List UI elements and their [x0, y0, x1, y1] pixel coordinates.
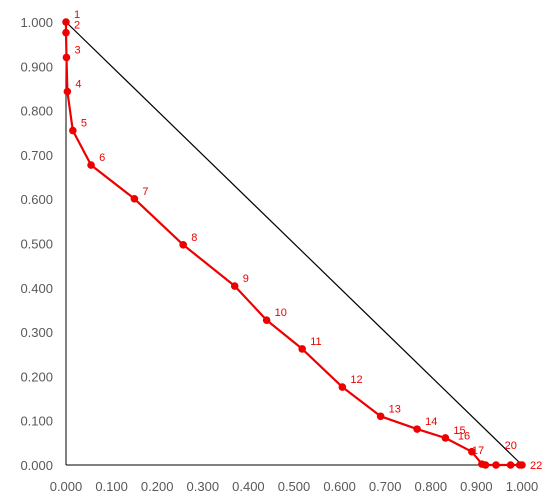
x-tick-label: 0.600: [323, 479, 356, 494]
data-point: [262, 316, 271, 324]
y-tick-label: 0.500: [20, 237, 53, 252]
data-point: [518, 461, 526, 469]
data-point: [179, 241, 187, 249]
point-label: 16: [458, 431, 470, 443]
data-point: [63, 87, 72, 96]
series-layer: [62, 18, 526, 469]
point-label: 17: [472, 445, 484, 457]
point-label: 15: [453, 425, 465, 437]
data-point: [298, 345, 307, 353]
data-point: [376, 412, 385, 421]
point-label: 3: [74, 44, 80, 56]
data-point: [481, 461, 490, 469]
data-point: [413, 425, 421, 433]
data-point: [492, 461, 500, 469]
point-label: 12: [350, 374, 362, 386]
x-tick-label: 0.700: [369, 479, 402, 494]
y-tick-label: 0.800: [20, 104, 53, 119]
data-point: [87, 161, 95, 169]
x-tick-label: 0.200: [141, 479, 174, 494]
point-label: 1: [74, 9, 80, 21]
point-label: 11: [310, 336, 321, 348]
data-point: [468, 447, 476, 456]
y-tick-label: 0.600: [20, 192, 53, 207]
data-point: [62, 53, 71, 62]
y-tick-label: 0.200: [20, 369, 53, 384]
point-label: 13: [389, 403, 401, 415]
series-line: [64, 22, 522, 467]
data-point: [62, 18, 70, 26]
y-tick-label: 0.700: [20, 148, 53, 163]
x-tick-label: 1.000: [506, 479, 539, 494]
data-point: [506, 461, 515, 469]
data-point: [62, 28, 70, 37]
x-tick-label: 0.900: [460, 479, 493, 494]
point-label: 9: [243, 273, 249, 285]
x-tick-label: 0.500: [278, 479, 311, 494]
x-tick-label: 0.400: [232, 479, 265, 494]
point-label: 5: [81, 118, 87, 130]
point-label: 6: [99, 152, 105, 164]
point-label: 4: [75, 79, 81, 91]
y-tick-label: 0.300: [20, 325, 53, 340]
data-point: [230, 282, 239, 290]
axes: 0.000 0.100 0.200 0.300 0.400 0.500 0.600 0.700…: [20, 15, 538, 494]
data-point: [69, 126, 77, 135]
point-label: 22: [530, 460, 542, 472]
point-label: 7: [142, 186, 148, 198]
x-tick-label: 0.100: [95, 479, 128, 494]
data-point: [441, 434, 450, 442]
y-tick-label: 0.900: [20, 59, 53, 74]
x-tick-label: 0.800: [415, 479, 448, 494]
y-tick-label: 0.100: [20, 414, 53, 429]
data-point: [130, 194, 139, 203]
y-tick-label: 0.400: [20, 281, 53, 296]
point-label: 2: [74, 20, 80, 32]
point-label: 8: [191, 232, 197, 244]
reference-line: [65, 21, 523, 466]
point-label: 14: [425, 416, 437, 428]
point-label: 20: [505, 440, 517, 452]
x-tick-label: 0.000: [50, 479, 83, 494]
point-label: 10: [275, 307, 287, 319]
x-tick-label: 0.300: [187, 479, 220, 494]
reference-line-layer: [65, 21, 523, 466]
y-tick-label: 0.000: [20, 458, 53, 473]
y-tick-label: 1.000: [20, 15, 53, 30]
data-point: [338, 383, 347, 391]
